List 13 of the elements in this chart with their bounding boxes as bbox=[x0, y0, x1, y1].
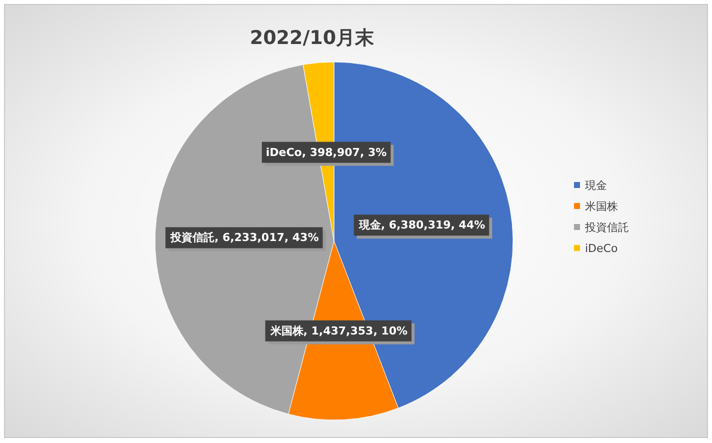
data-label: iDeCo, 398,907, 3% bbox=[266, 146, 387, 159]
data-label: 米国株, 1,437,353, 10% bbox=[269, 324, 408, 338]
data-label: 投資信託, 6,233,017, 43% bbox=[169, 231, 319, 244]
legend-item: 米国株 bbox=[574, 200, 618, 213]
legend-label: 投資信託 bbox=[584, 221, 629, 234]
chart-title: 2022/10月末 bbox=[250, 27, 376, 49]
slice-label: 現金 bbox=[585, 179, 607, 192]
data-label: 現金, 6,380,319, 44% bbox=[358, 218, 486, 232]
legend-item: iDeCo bbox=[574, 242, 618, 255]
legend-item: 投資信託 bbox=[574, 221, 629, 234]
legend-item: 現金 bbox=[574, 179, 607, 192]
legend-label: 米国株 bbox=[585, 200, 618, 213]
legend-label: iDeCo bbox=[585, 242, 618, 255]
